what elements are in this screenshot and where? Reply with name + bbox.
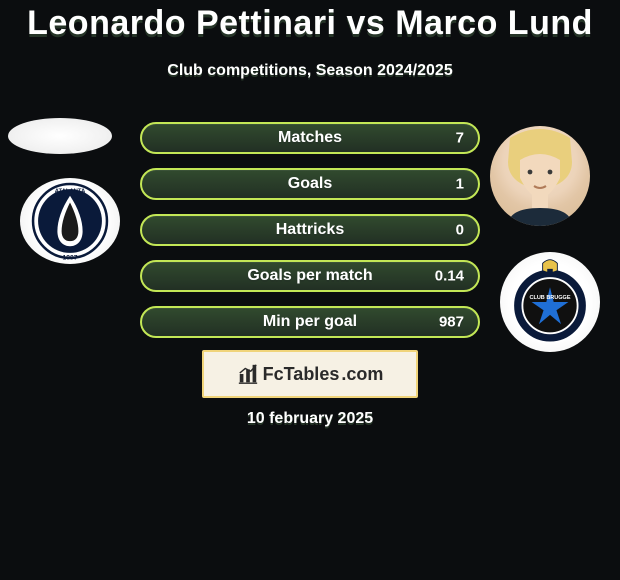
stat-value-right: 1	[456, 176, 464, 193]
stats-list: Matches 7 Goals 1 Hattricks 0 Goals per …	[140, 122, 480, 338]
stat-row-matches: Matches 7	[140, 122, 480, 154]
stat-row-goals: Goals 1	[140, 168, 480, 200]
stat-value-right: 0.14	[435, 268, 464, 285]
club-right-logo: CLUB BRUGGE	[500, 252, 600, 352]
stat-label: Matches	[142, 129, 478, 147]
stat-label: Hattricks	[142, 221, 478, 239]
club-left-logo: ATALANTA 1907	[20, 178, 120, 264]
stat-label: Min per goal	[142, 313, 478, 331]
page-title: Leonardo Pettinari vs Marco Lund	[0, 4, 620, 43]
comparison-card: Leonardo Pettinari vs Marco Lund Club co…	[0, 0, 620, 580]
brand-suffix: .com	[341, 364, 383, 385]
date-label: 10 february 2025	[0, 410, 620, 428]
svg-text:CLUB BRUGGE: CLUB BRUGGE	[529, 295, 570, 301]
svg-text:1907: 1907	[63, 255, 78, 262]
stat-value-right: 0	[456, 222, 464, 239]
stat-row-goals-per-match: Goals per match 0.14	[140, 260, 480, 292]
stat-value-right: 7	[456, 130, 464, 147]
brand-text: FcTables.com	[263, 364, 384, 385]
stat-row-hattricks: Hattricks 0	[140, 214, 480, 246]
stat-row-min-per-goal: Min per goal 987	[140, 306, 480, 338]
stat-label: Goals per match	[142, 267, 478, 285]
club-brugge-crest-icon: CLUB BRUGGE	[504, 256, 596, 348]
stat-value-right: 987	[439, 314, 464, 331]
fctables-link[interactable]: FcTables.com	[202, 350, 418, 398]
player-right-avatar	[490, 126, 590, 226]
bar-chart-icon	[237, 363, 259, 385]
svg-text:ATALANTA: ATALANTA	[55, 188, 86, 194]
player-left-avatar	[8, 118, 112, 154]
player-face-icon	[490, 126, 590, 226]
brand-name: FcTables	[263, 364, 340, 385]
atalanta-crest-icon: ATALANTA 1907	[28, 179, 112, 263]
stat-label: Goals	[142, 175, 478, 193]
subtitle: Club competitions, Season 2024/2025	[0, 62, 620, 80]
